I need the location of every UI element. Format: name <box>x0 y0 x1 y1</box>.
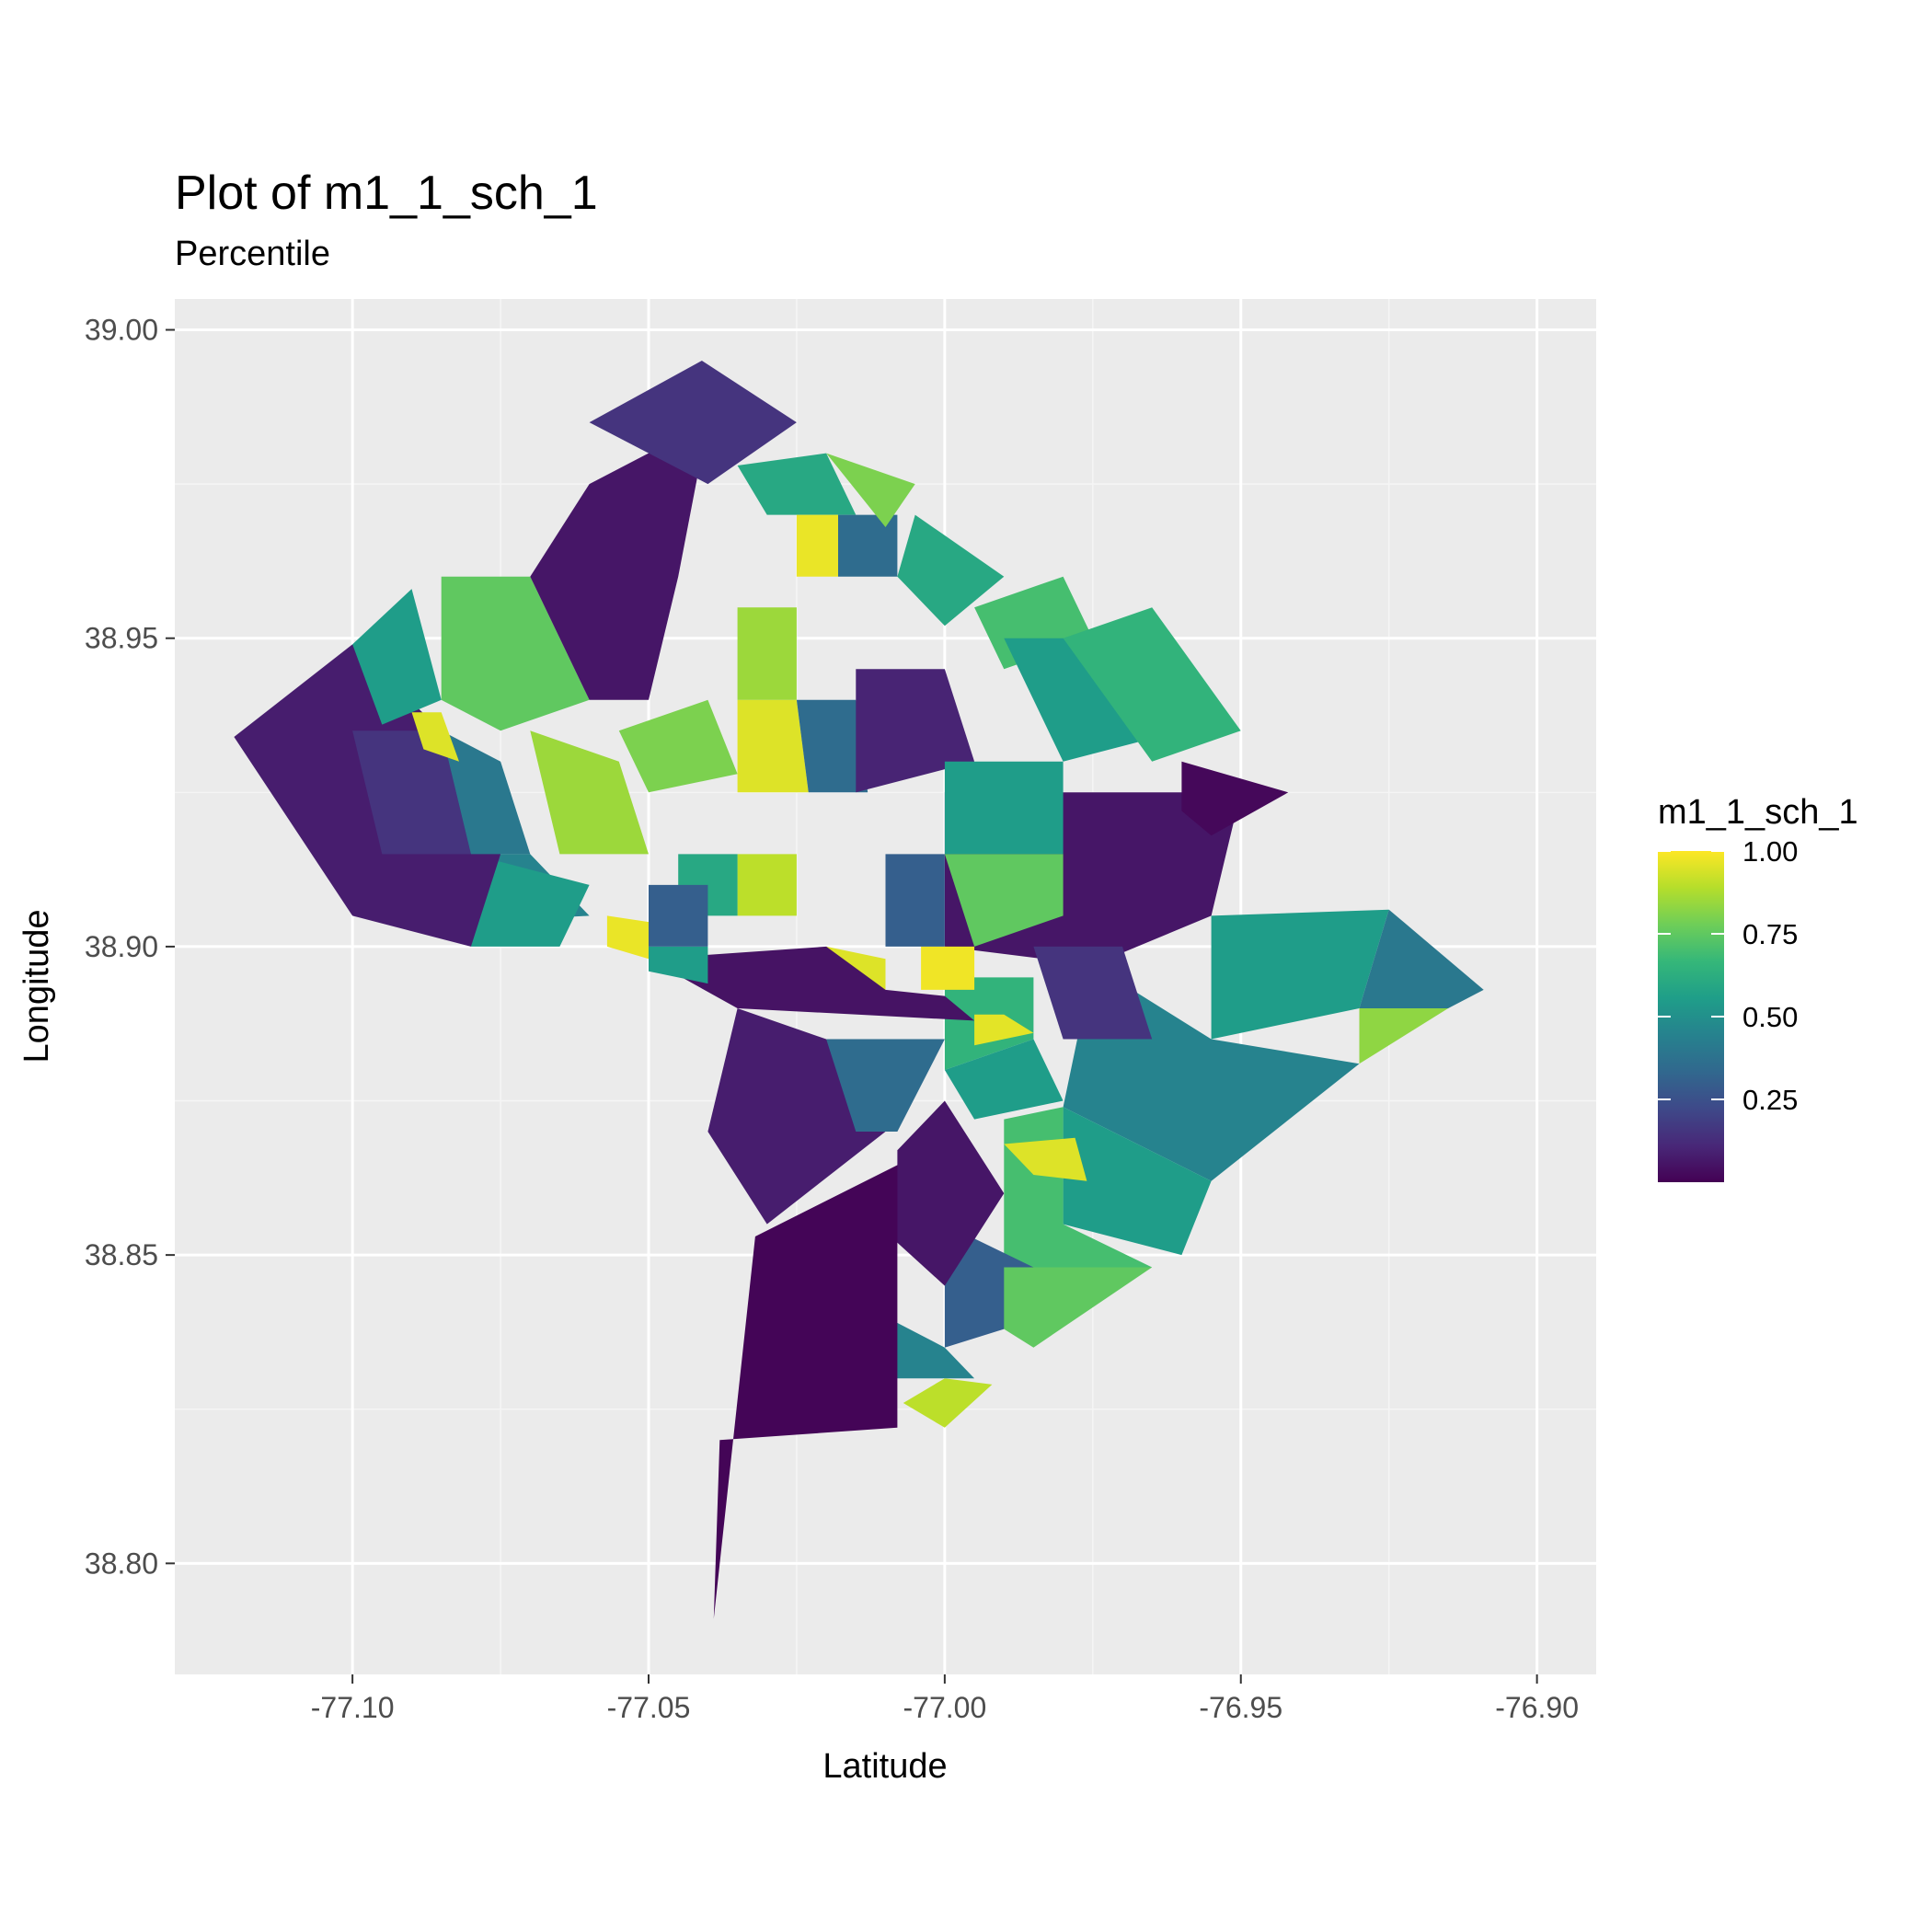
x-tick-label: -76.95 <box>1199 1691 1282 1724</box>
region-chevy-chase <box>589 361 797 485</box>
x-tick-label: -77.05 <box>607 1691 691 1724</box>
y-tick-label: 38.85 <box>85 1238 158 1271</box>
region-ivy-city <box>944 761 1064 855</box>
region-southwest-waterfront <box>707 1008 886 1225</box>
region-spring-valley-yellow <box>411 712 459 762</box>
region-park-view <box>796 699 868 793</box>
region-foggy-bottom <box>649 946 708 984</box>
region-navy-yard <box>826 1039 945 1132</box>
y-tick-label: 39.00 <box>85 314 158 347</box>
x-axis: -77.10 -77.05 -77.00 -76.95 -76.90 <box>311 1674 1579 1724</box>
region-southern-tip-yellow <box>903 1378 993 1428</box>
region-capitol-yellow-1 <box>921 946 975 990</box>
legend-title: m1_1_sch_1 <box>1658 793 1858 832</box>
region-bolling-edge <box>897 1100 1005 1286</box>
region-east-tip <box>1359 909 1484 1008</box>
region-east-point <box>1359 1008 1449 1064</box>
region-shaw <box>737 854 797 916</box>
legend-label: 0.25 <box>1742 1084 1798 1116</box>
region-capitol-hill-b <box>944 1039 1064 1120</box>
legend-label: 1.00 <box>1742 835 1798 868</box>
legend-label: 0.75 <box>1742 918 1798 950</box>
region-national-mall <box>649 946 975 1021</box>
region-noma <box>885 854 945 947</box>
region-bolling <box>713 1150 927 1619</box>
region-anacostia-yellow <box>1004 1137 1087 1181</box>
region-kingman <box>1033 946 1153 1040</box>
legend-label: 0.50 <box>1742 1001 1798 1033</box>
region-cleveland-park <box>441 576 590 731</box>
y-tick-label: 38.90 <box>85 930 158 963</box>
region-far-east <box>1181 761 1289 836</box>
region-fort-lincoln <box>1063 607 1241 762</box>
region-capitol-yellow-3 <box>974 1014 1034 1046</box>
region-brightwood <box>796 514 838 577</box>
y-axis-title: Longitude <box>17 910 56 1064</box>
region-columbia-heights <box>737 699 809 793</box>
region-glover-park <box>441 730 531 855</box>
region-mt-pleasant <box>618 699 738 793</box>
region-petworth <box>737 607 797 700</box>
x-tick-label: -77.10 <box>311 1691 395 1724</box>
y-axis: 38.80 38.85 38.90 38.95 39.00 <box>85 314 175 1580</box>
region-anacostia-east <box>1063 1107 1212 1256</box>
x-axis-title: Latitude <box>822 1747 947 1786</box>
region-wesley-heights <box>352 589 442 725</box>
region-takoma <box>838 514 898 577</box>
x-tick-label: -76.90 <box>1495 1691 1579 1724</box>
region-woodley <box>530 730 649 855</box>
x-tick-label: -77.00 <box>903 1691 987 1724</box>
region-fort-totten <box>856 669 975 793</box>
region-palisades-inner <box>352 730 471 855</box>
region-palisades <box>234 644 501 947</box>
region-congress-heights <box>944 1224 1034 1348</box>
region-dupont <box>649 884 708 947</box>
y-tick-label: 38.80 <box>85 1547 158 1580</box>
region-takoma-east <box>826 453 915 527</box>
region-georgetown-south <box>470 854 590 947</box>
region-shepherd-park <box>737 453 857 515</box>
legend-ticks: 1.00 0.75 0.50 0.25 <box>1658 835 1798 1116</box>
region-rock-creek <box>530 422 708 700</box>
legend: m1_1_sch_1 1.00 0.75 0.50 0.25 <box>1658 793 1858 1182</box>
chart-subtitle: Percentile <box>175 235 330 273</box>
region-northeast-edge <box>1211 909 1389 1040</box>
map-regions <box>234 361 1484 1619</box>
region-brookland <box>897 514 1005 627</box>
y-tick-label: 38.95 <box>85 622 158 655</box>
region-southeast-lower <box>1004 1267 1153 1348</box>
region-foggy-yellow <box>606 915 649 960</box>
region-trinidad <box>944 854 1064 947</box>
chart-title: Plot of m1_1_sch_1 <box>175 167 598 220</box>
